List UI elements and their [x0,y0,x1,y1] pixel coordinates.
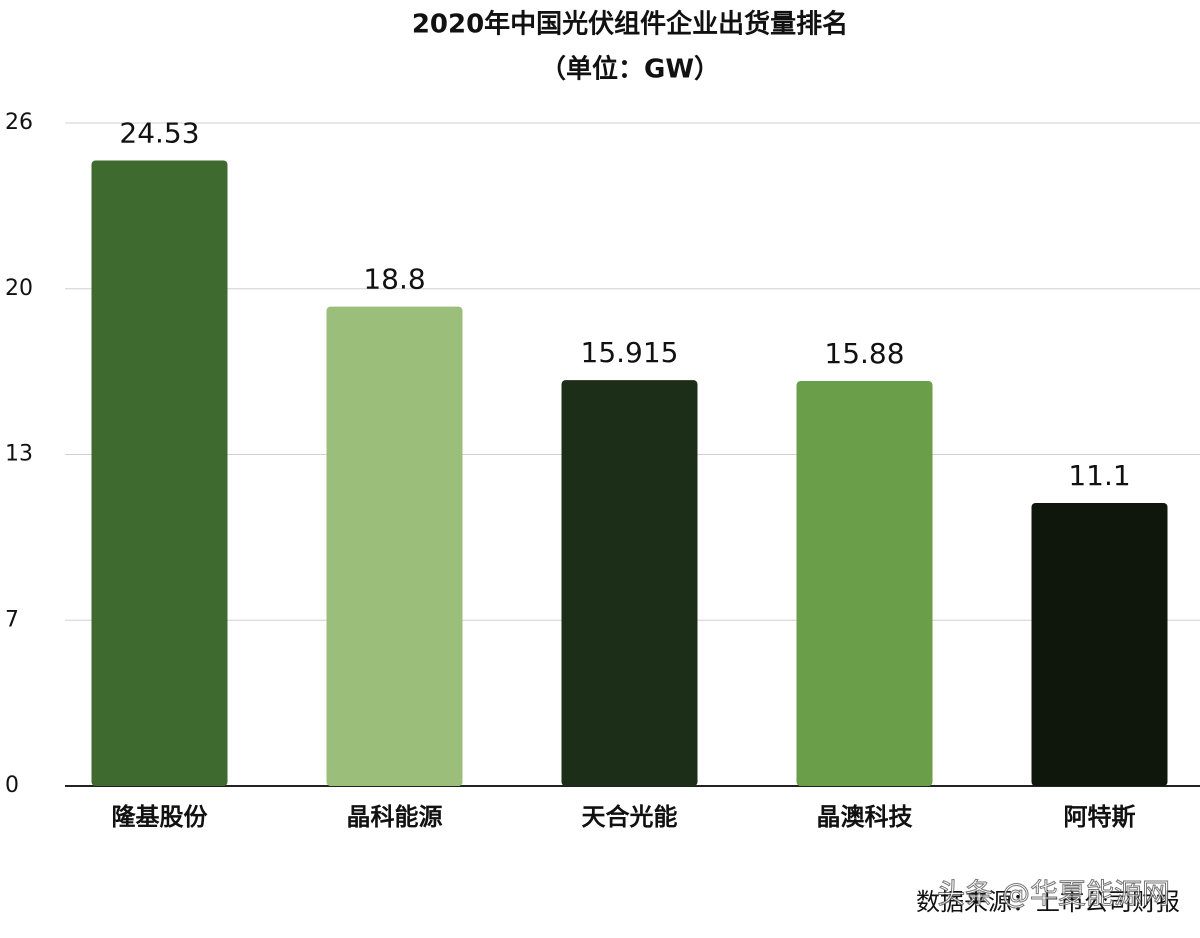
value-label: 15.915 [581,336,679,369]
y-tick-label: 7 [5,607,19,632]
value-label: 24.53 [119,116,199,149]
x-tick-label: 晶科能源 [347,803,443,831]
watermark: 头条 @华夏能源网 [937,877,1170,910]
chart-subtitle: （单位：GW） [540,54,720,85]
x-tick-label: 天合光能 [582,803,678,831]
bar [91,160,228,787]
x-tick-label: 晶澳科技 [817,803,914,831]
value-label: 15.88 [824,337,904,370]
value-label: 11.1 [1068,459,1130,492]
bar [1031,502,1168,786]
y-tick-label: 13 [5,442,33,467]
chart-title: 2020年中国光伏组件企业出货量排名 [412,9,848,40]
value-label: 18.8 [363,263,425,296]
x-tick-label: 隆基股份 [112,803,209,831]
bar [561,380,698,786]
y-tick-label: 0 [5,773,19,798]
y-tick-label: 20 [5,276,33,301]
y-tick-label: 26 [5,110,33,135]
bar [796,381,933,786]
x-tick-label: 阿特斯 [1064,803,1136,831]
source-note: 数据来源：上市公司财报 [916,888,1180,916]
bar [326,306,463,786]
